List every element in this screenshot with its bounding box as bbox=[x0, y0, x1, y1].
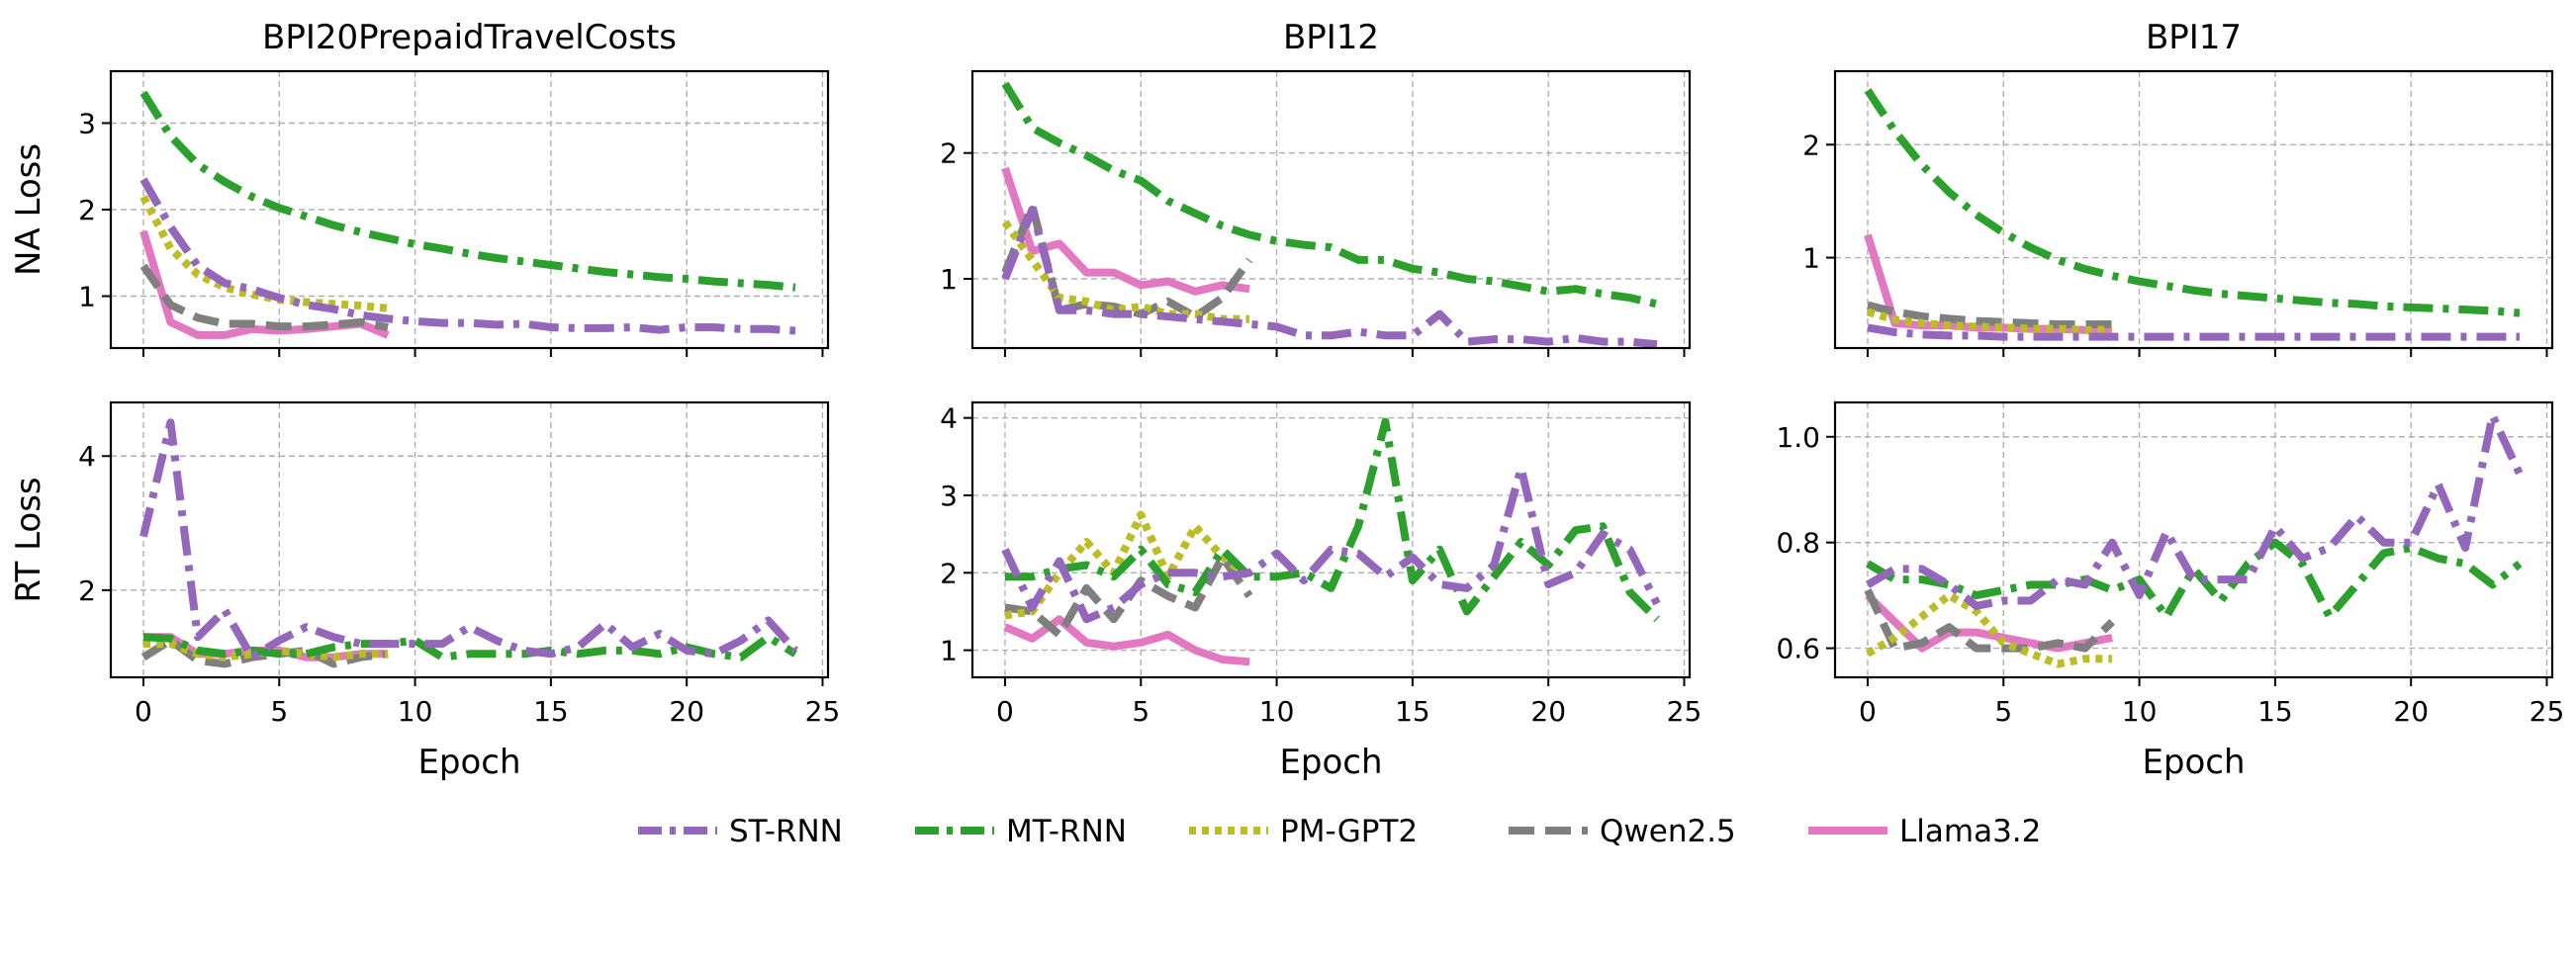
x-tick-label: 20 bbox=[2393, 695, 2429, 728]
x-axis-label: Epoch bbox=[1279, 743, 1382, 782]
x-tick-label: 5 bbox=[270, 695, 288, 728]
x-axis-label: Epoch bbox=[2142, 743, 2245, 782]
x-tick-label: 5 bbox=[1132, 695, 1150, 728]
x-tick-label: 25 bbox=[2530, 695, 2565, 728]
legend-item-pm-gpt2: PM-GPT2 bbox=[1189, 814, 1418, 849]
series-line-st-rnn bbox=[139, 177, 796, 335]
x-tick-label: 25 bbox=[1667, 695, 1702, 728]
panel-3: 0 5 10 15 20 25 2 4 RT Loss Epoch bbox=[9, 400, 841, 782]
series-group bbox=[1001, 417, 1661, 666]
legend-item-qwen2-5: Qwen2.5 bbox=[1509, 814, 1736, 849]
y-tick-label: 2 bbox=[78, 574, 96, 607]
y-tick-label: 2 bbox=[1802, 129, 1820, 161]
panel-4: 0 5 10 15 20 25 1 2 3 4 Epoch bbox=[940, 400, 1702, 782]
series-line-llama3-2 bbox=[1865, 592, 2113, 653]
series-line-pm-gpt2 bbox=[1866, 308, 2113, 334]
series-group bbox=[1864, 411, 2524, 668]
y-tick-label: 1 bbox=[940, 635, 958, 667]
series-line-mt-rnn bbox=[139, 90, 796, 292]
series-line-pm-gpt2 bbox=[1001, 220, 1250, 323]
plot-frame bbox=[970, 69, 1692, 350]
panel-2: 1 2 BPI17 bbox=[1802, 18, 2554, 357]
x-tick-label: 15 bbox=[2257, 695, 2293, 728]
x-tick-label: 10 bbox=[1259, 695, 1295, 728]
series-line-st-rnn bbox=[1867, 323, 2520, 341]
series-group bbox=[1001, 81, 1658, 348]
legend-item-st-rnn: ST-RNN bbox=[638, 814, 843, 849]
plot-frame bbox=[1833, 69, 2554, 350]
legend-label: Llama3.2 bbox=[1899, 814, 2041, 849]
legend-label: Qwen2.5 bbox=[1600, 814, 1736, 849]
series-line-mt-rnn bbox=[1865, 538, 2523, 621]
y-tick-label: 0.6 bbox=[1776, 633, 1820, 665]
series-group bbox=[139, 90, 796, 339]
series-line-qwen2-5 bbox=[1864, 588, 2115, 653]
series-group bbox=[1864, 88, 2521, 341]
legend: ST-RNN MT-RNN PM-GPT2 Qwen2.5 Llama3.2 bbox=[638, 814, 2041, 849]
y-tick-label: 0.8 bbox=[1776, 527, 1820, 560]
series-line-pm-gpt2 bbox=[1865, 591, 2113, 668]
x-tick-label: 20 bbox=[1530, 695, 1566, 728]
x-tick-label: 0 bbox=[135, 695, 152, 728]
y-axis-label: NA Loss bbox=[9, 143, 48, 276]
panel-title: BPI20PrepaidTravelCosts bbox=[262, 18, 677, 57]
plot-frame bbox=[970, 400, 1692, 679]
x-tick-label: 15 bbox=[1395, 695, 1430, 728]
y-tick-label: 4 bbox=[940, 402, 958, 435]
x-tick-label: 25 bbox=[805, 695, 841, 728]
series-line-st-rnn bbox=[1001, 206, 1658, 348]
series-line-mt-rnn bbox=[1001, 81, 1658, 308]
panel-title: BPI12 bbox=[1283, 18, 1379, 57]
panel-1: 1 2 BPI12 bbox=[940, 18, 1692, 357]
series-line-mt-rnn bbox=[1005, 417, 1660, 623]
y-tick-label: 2 bbox=[940, 557, 958, 589]
y-tick-label: 1.0 bbox=[1776, 421, 1820, 454]
series-line-qwen2-5 bbox=[1001, 202, 1253, 321]
y-tick-label: 1 bbox=[940, 263, 958, 296]
series-line-st-rnn bbox=[1001, 464, 1661, 624]
series-line-qwen2-5 bbox=[1004, 553, 1253, 639]
series-line-pm-gpt2 bbox=[143, 640, 389, 661]
x-axis-label: Epoch bbox=[417, 743, 520, 782]
panel-title: BPI17 bbox=[2146, 18, 2242, 57]
series-line-qwen2-5 bbox=[1867, 301, 2113, 328]
x-tick-label: 0 bbox=[996, 695, 1014, 728]
legend-label: MT-RNN bbox=[1006, 814, 1127, 849]
series-line-pm-gpt2 bbox=[1004, 510, 1252, 620]
legend-label: PM-GPT2 bbox=[1280, 814, 1418, 849]
x-tick-label: 10 bbox=[2122, 695, 2158, 728]
y-tick-label: 3 bbox=[940, 480, 958, 512]
y-tick-label: 4 bbox=[78, 440, 96, 473]
series-group bbox=[139, 418, 798, 668]
x-tick-label: 5 bbox=[1994, 695, 2012, 728]
x-tick-label: 20 bbox=[669, 695, 704, 728]
y-axis-label: RT Loss bbox=[9, 477, 48, 602]
plot-frame bbox=[1833, 400, 2554, 679]
series-line-st-rnn bbox=[1865, 411, 2524, 610]
legend-label: ST-RNN bbox=[729, 814, 843, 849]
legend-item-llama3-2: Llama3.2 bbox=[1808, 814, 2041, 849]
panel-0: 1 2 3 BPI20PrepaidTravelCosts NA Loss bbox=[9, 18, 830, 357]
x-tick-label: 15 bbox=[533, 695, 569, 728]
y-tick-label: 2 bbox=[940, 137, 958, 170]
chart-panels: 1 2 3 BPI20PrepaidTravelCosts NA Loss 1 2 BPI12… bbox=[9, 18, 2564, 782]
series-line-qwen2-5 bbox=[139, 263, 389, 331]
y-tick-label: 1 bbox=[78, 281, 96, 313]
y-tick-label: 1 bbox=[1802, 242, 1820, 275]
series-line-mt-rnn bbox=[1864, 88, 2521, 317]
panel-5: 0 5 10 15 20 25 0.6 0.8 1.0 Epoch bbox=[1776, 400, 2565, 782]
plot-frame bbox=[109, 400, 830, 679]
x-tick-label: 10 bbox=[398, 695, 433, 728]
series-line-st-rnn bbox=[139, 418, 798, 661]
legend-item-mt-rnn: MT-RNN bbox=[915, 814, 1127, 849]
x-tick-label: 0 bbox=[1859, 695, 1877, 728]
y-tick-label: 3 bbox=[78, 108, 96, 140]
y-tick-label: 2 bbox=[78, 194, 96, 226]
series-line-llama3-2 bbox=[1003, 615, 1250, 666]
